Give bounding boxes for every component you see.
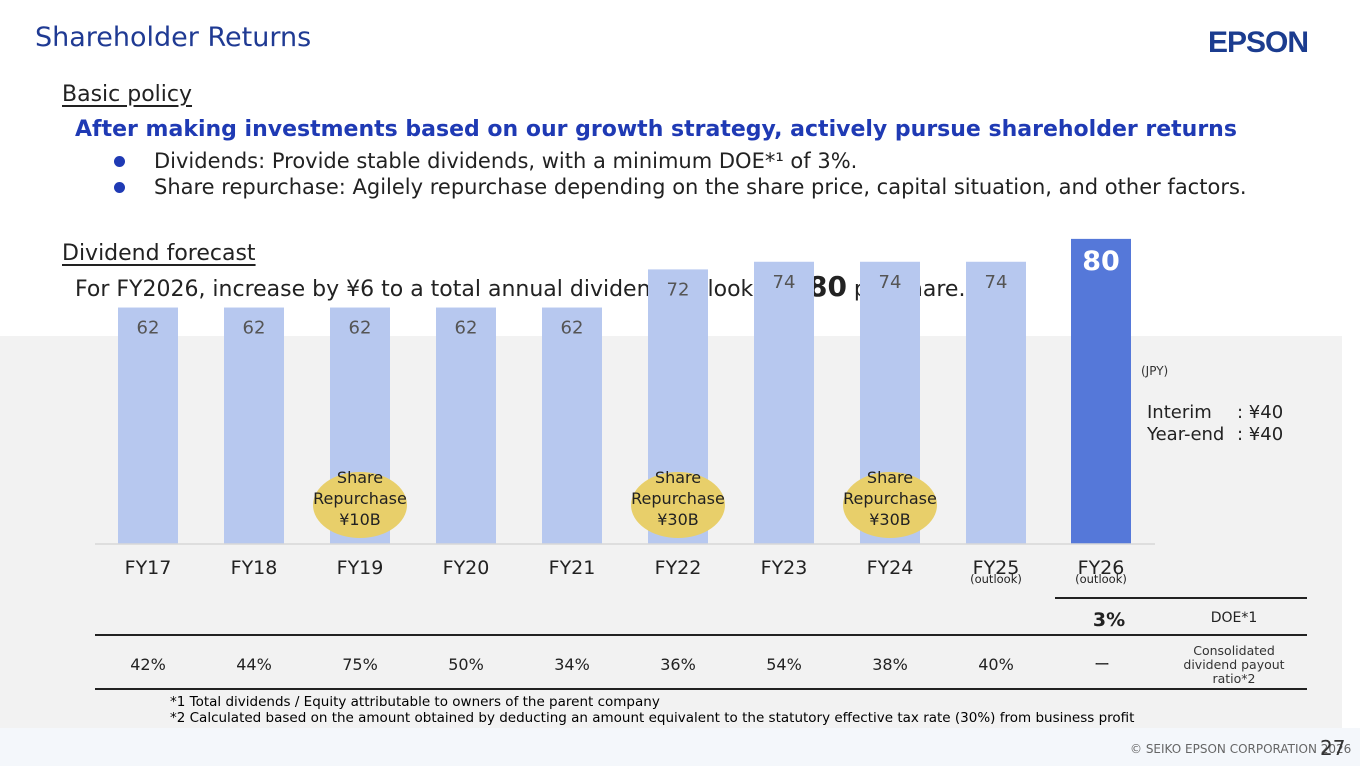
- category-label: FY17: [125, 557, 172, 579]
- category-label: FY24: [867, 557, 914, 579]
- year-end-label: Year-end: [1146, 424, 1224, 445]
- category-label: FY23: [761, 557, 808, 579]
- payout-ratio-cell: 75%: [342, 655, 378, 674]
- payout-ratio-cell: ー: [1094, 655, 1110, 674]
- bar-value-label: 62: [455, 318, 478, 339]
- payout-label-line2: dividend payout: [1183, 657, 1284, 672]
- basic-policy-heading: Basic policy: [62, 82, 193, 107]
- bar-value-label: 80: [1082, 246, 1120, 277]
- epson-logo: EPSON: [1208, 26, 1309, 59]
- bullet-dot-icon: [114, 182, 125, 193]
- bar-fy18: [224, 307, 284, 544]
- category-label: FY19: [337, 557, 384, 579]
- policy-statement: After making investments based on our gr…: [75, 117, 1237, 142]
- share-repurchase-text: Repurchase: [631, 489, 725, 508]
- payout-ratio-cell: 38%: [872, 655, 908, 674]
- unit-label: (JPY): [1141, 364, 1168, 378]
- bar-value-label: 62: [243, 318, 266, 339]
- bar-fy23: [754, 261, 814, 544]
- doe-value: 3%: [1093, 609, 1125, 631]
- share-repurchase-text: Share: [867, 468, 913, 487]
- payout-ratio-cell: 34%: [554, 655, 590, 674]
- footnote-1: *1 Total dividends / Equity attributable…: [170, 694, 660, 710]
- bar-value-label: 74: [985, 272, 1008, 293]
- payout-label-line3: ratio*2: [1212, 671, 1255, 686]
- copyright: © SEIKO EPSON CORPORATION 2026: [1130, 742, 1352, 756]
- page-number: 27: [1320, 736, 1346, 760]
- payout-ratio-cell: 44%: [236, 655, 272, 674]
- category-label: FY25: [973, 557, 1020, 579]
- payout-label-line1: Consolidated: [1193, 643, 1275, 658]
- bullet-dot-icon: [114, 156, 125, 167]
- share-repurchase-text: ¥30B: [657, 510, 699, 529]
- category-label: FY18: [231, 557, 278, 579]
- payout-ratio-cell: 54%: [766, 655, 802, 674]
- payout-ratio-cell: 36%: [660, 655, 696, 674]
- page-title: Shareholder Returns: [35, 22, 312, 53]
- bar-value-label: 74: [773, 272, 796, 293]
- share-repurchase-bubble: [843, 472, 937, 538]
- category-label: FY26: [1078, 557, 1125, 579]
- share-repurchase-text: ¥10B: [339, 510, 381, 529]
- bar-value-label: 62: [349, 318, 372, 339]
- category-label: FY22: [655, 557, 702, 579]
- share-repurchase-text: Share: [655, 468, 701, 487]
- bar-value-label: 72: [667, 279, 690, 300]
- bar-value-label: 74: [879, 272, 902, 293]
- category-sublabel: (outlook): [1075, 572, 1127, 586]
- share-repurchase-text: Repurchase: [313, 489, 407, 508]
- payout-ratio-cell: 50%: [448, 655, 484, 674]
- bar-value-label: 62: [561, 318, 584, 339]
- category-label: FY20: [443, 557, 490, 579]
- payout-ratio-cell: 40%: [978, 655, 1014, 674]
- dividend-forecast-heading: Dividend forecast: [62, 241, 256, 266]
- category-sublabel: (outlook): [970, 572, 1022, 586]
- payout-ratio-cell: 42%: [130, 655, 166, 674]
- bullet-dividends: Dividends: Provide stable dividends, wit…: [154, 149, 858, 173]
- footnote-2: *2 Calculated based on the amount obtain…: [170, 710, 1134, 726]
- share-repurchase-text: ¥30B: [869, 510, 911, 529]
- interim-value: : ¥40: [1237, 402, 1283, 423]
- share-repurchase-text: Repurchase: [843, 489, 937, 508]
- year-end-value: : ¥40: [1237, 424, 1283, 445]
- interim-label: Interim: [1147, 402, 1212, 423]
- share-repurchase-text: Share: [337, 468, 383, 487]
- bar-value-label: 62: [137, 318, 160, 339]
- category-label: FY21: [549, 557, 596, 579]
- bar-fy26: [1071, 238, 1131, 544]
- bar-fy25: [966, 261, 1026, 544]
- bar-fy17: [118, 307, 178, 544]
- footer: [0, 728, 1360, 766]
- doe-label: DOE*1: [1211, 610, 1258, 626]
- bar-fy20: [436, 307, 496, 544]
- bar-fy21: [542, 307, 602, 544]
- share-repurchase-bubble: [313, 472, 407, 538]
- share-repurchase-bubble: [631, 472, 725, 538]
- bullet-share-repurchase: Share repurchase: Agilely repurchase dep…: [154, 175, 1247, 199]
